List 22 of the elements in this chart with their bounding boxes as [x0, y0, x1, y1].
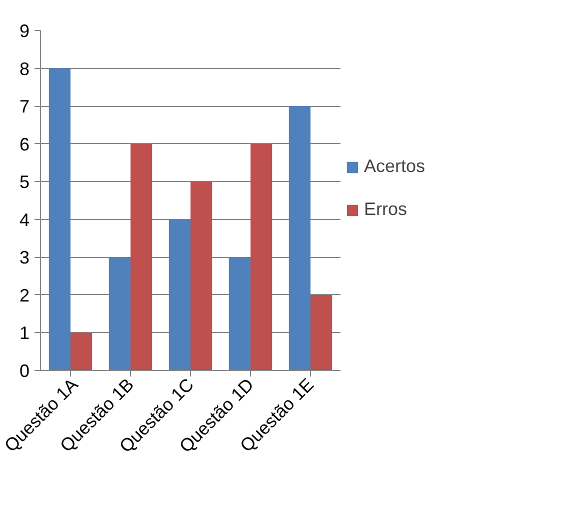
legend-label: Acertos: [364, 156, 426, 177]
y-tick-label: 4: [19, 210, 30, 230]
y-tick-label: 5: [19, 172, 30, 192]
bar: [190, 182, 212, 370]
y-tick-label: 0: [19, 361, 30, 381]
y-tick-label: 8: [19, 58, 30, 79]
y-tick-label: 9: [19, 21, 30, 41]
legend-label: Erros: [364, 199, 408, 220]
bar: [310, 294, 332, 370]
y-tick-label: 2: [19, 285, 30, 306]
bar: [48, 68, 70, 370]
bar: [108, 257, 130, 370]
y-tick-label: 7: [19, 96, 30, 117]
bar: [288, 106, 310, 370]
bar: [168, 219, 190, 370]
bar: [250, 144, 272, 370]
bar: [130, 144, 152, 370]
bar: [70, 332, 92, 370]
y-tick-label: 6: [19, 134, 30, 154]
y-tick-label: 3: [19, 248, 30, 268]
bar: [228, 257, 250, 370]
y-tick-label: 1: [19, 323, 30, 344]
